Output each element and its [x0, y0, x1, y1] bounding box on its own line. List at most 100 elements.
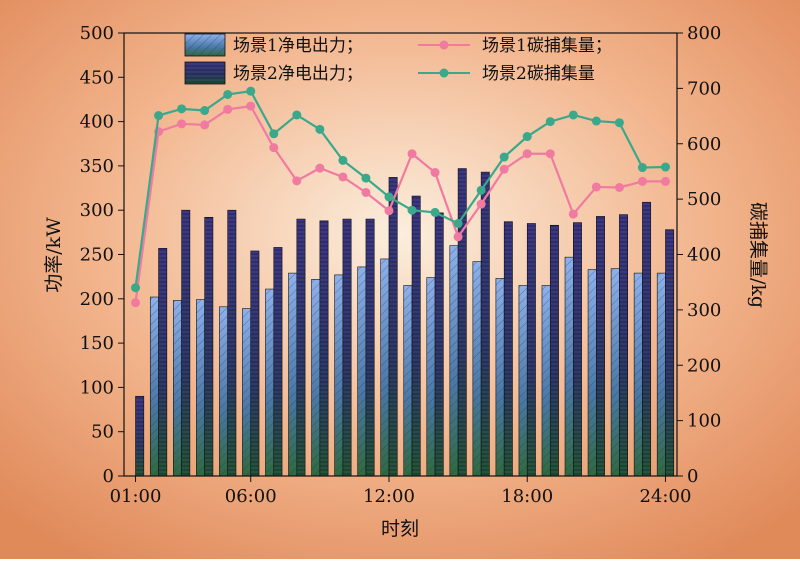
bar-series2-hatch-5	[250, 250, 260, 476]
line-series1-point-19	[568, 209, 578, 219]
bar-series2-hatch-6	[273, 247, 283, 476]
bar-series2-hatch-12	[412, 196, 421, 477]
x-tick-label-3: 18:00	[501, 486, 553, 507]
legend-item-line1: 场景1碳捕集量；	[418, 36, 612, 56]
y-right-tick-label-2: 200	[687, 355, 721, 376]
line-series1-point-16	[499, 164, 509, 174]
line-series1-point-22	[637, 176, 647, 186]
line-series1-point-0	[131, 298, 141, 308]
line-series1-point-6	[269, 143, 279, 153]
legend-label-line2: 场景2碳捕集量	[482, 64, 595, 84]
bar-series1-hatch-9	[334, 274, 343, 476]
bar-series1-hatch-3	[196, 299, 205, 476]
legend: 场景1净电出力； 场景2净电出力； 场景1碳捕集量； 场景2碳捕集量	[184, 33, 612, 85]
y-left-tick-label-1: 50	[91, 422, 114, 443]
y-left-tick-label-6: 300	[80, 200, 114, 221]
line-series2-point-10	[361, 173, 371, 183]
y-right-tick-label-4: 400	[687, 245, 721, 266]
bar-series2-hatch-1	[158, 248, 167, 476]
y-right-tick-label-5: 500	[687, 189, 721, 210]
bar-series2-hatch-17	[527, 223, 536, 476]
bar-series1-hatch-14	[449, 245, 459, 476]
line-series2-point-22	[637, 163, 647, 173]
x-axis-title: 时刻	[381, 518, 419, 540]
bar-series2-hatch-9	[342, 219, 352, 476]
line-series2-point-9	[338, 155, 348, 165]
bar-series1-hatch-1	[150, 297, 159, 476]
y-axis-right-title: 碳捕集量/kg	[747, 202, 769, 308]
legend-marker-line2	[439, 68, 449, 78]
line-series1-point-17	[522, 149, 532, 159]
bar-series2-hatch-3	[204, 217, 213, 476]
line-series2-point-11	[384, 192, 394, 202]
line-series1-point-3	[200, 120, 210, 130]
y-left-tick-label-3: 150	[80, 333, 114, 354]
line-series2-point-2	[177, 104, 187, 114]
bar-series1-hatch-13	[426, 277, 436, 476]
bar-series1-hatch-22	[634, 273, 643, 476]
bar-series2-hatch-2	[181, 210, 190, 476]
bar-series1-hatch-20	[588, 269, 597, 476]
bar-series2-hatch-11	[388, 177, 398, 476]
legend-item-bar1: 场景1净电出力；	[184, 33, 363, 57]
bar-series2-hatch-23	[665, 229, 674, 476]
y-left-tick-label-4: 200	[80, 289, 114, 310]
bar-series1-hatch-2	[173, 300, 182, 476]
line-series2-point-21	[614, 118, 624, 128]
bar-series1-hatch-10	[357, 266, 366, 476]
line-series2-point-18	[545, 117, 555, 127]
bar-series2-hatch-20	[596, 216, 605, 477]
bar-series2-hatch-19	[573, 222, 582, 476]
legend-item-bar2: 场景2净电出力；	[184, 61, 363, 85]
line-series2-point-13	[430, 207, 440, 217]
y-left-tick-label-8: 400	[80, 112, 114, 133]
line-series2-point-15	[476, 185, 486, 195]
y-right-tick-label-8: 800	[687, 23, 721, 44]
line-series1-point-18	[545, 149, 555, 159]
bar-series2-hatch-7	[296, 219, 306, 476]
line-series1-point-12	[407, 149, 417, 159]
y-right-tick-label-1: 100	[687, 411, 721, 432]
legend-label-bar2: 场景2净电出力；	[233, 64, 363, 84]
bar-series1-hatch-15	[472, 261, 482, 476]
bar-series1-hatch-21	[611, 268, 620, 476]
line-series1-point-23	[660, 176, 670, 186]
y-left-tick-label-9: 450	[80, 67, 114, 88]
bar-series2-hatch-4	[227, 210, 236, 476]
line-series2-point-17	[522, 132, 532, 142]
bar-series1-hatch-5	[242, 308, 251, 476]
x-tick-label-2: 12:00	[363, 486, 415, 507]
bar-series1-hatch-6	[265, 289, 274, 476]
line-series1-point-10	[361, 187, 371, 197]
bar-series1-hatch-18	[541, 285, 551, 476]
bar-series2-hatch-10	[365, 219, 375, 476]
y-right-tick-label-0: 0	[687, 466, 698, 487]
line-series1-point-14	[453, 232, 463, 242]
line-series1	[134, 104, 666, 303]
y-left-tick-label-10: 500	[80, 23, 114, 44]
line-series1-point-2	[177, 119, 187, 129]
x-tick-label-1: 06:00	[225, 486, 277, 507]
legend-swatch-bar2-hatch	[185, 62, 225, 84]
legend-item-line2: 场景2碳捕集量	[418, 64, 595, 84]
line-series1-point-20	[591, 182, 601, 192]
legend-label-bar1: 场景1净电出力；	[233, 36, 363, 56]
line-series1-point-15	[476, 199, 486, 209]
bar-series2-hatch-16	[504, 221, 513, 476]
y-right-tick-label-3: 300	[687, 300, 721, 321]
legend-swatch-bar1-hatch	[185, 34, 225, 56]
bar-series2-hatch-21	[619, 214, 628, 476]
line-series2-point-5	[246, 86, 256, 96]
line-series1-point-21	[614, 182, 624, 192]
bar-series1-hatch-4	[219, 306, 228, 476]
y-axis-left-title: 功率/kW	[43, 217, 65, 293]
y-left-tick-label-7: 350	[80, 156, 114, 177]
line-series2-point-16	[499, 152, 509, 162]
line-series1-point-11	[384, 206, 394, 216]
bar-series1-hatch-11	[380, 258, 389, 476]
line-series2-point-19	[568, 110, 578, 120]
bar-series1-hatch-19	[565, 257, 574, 476]
